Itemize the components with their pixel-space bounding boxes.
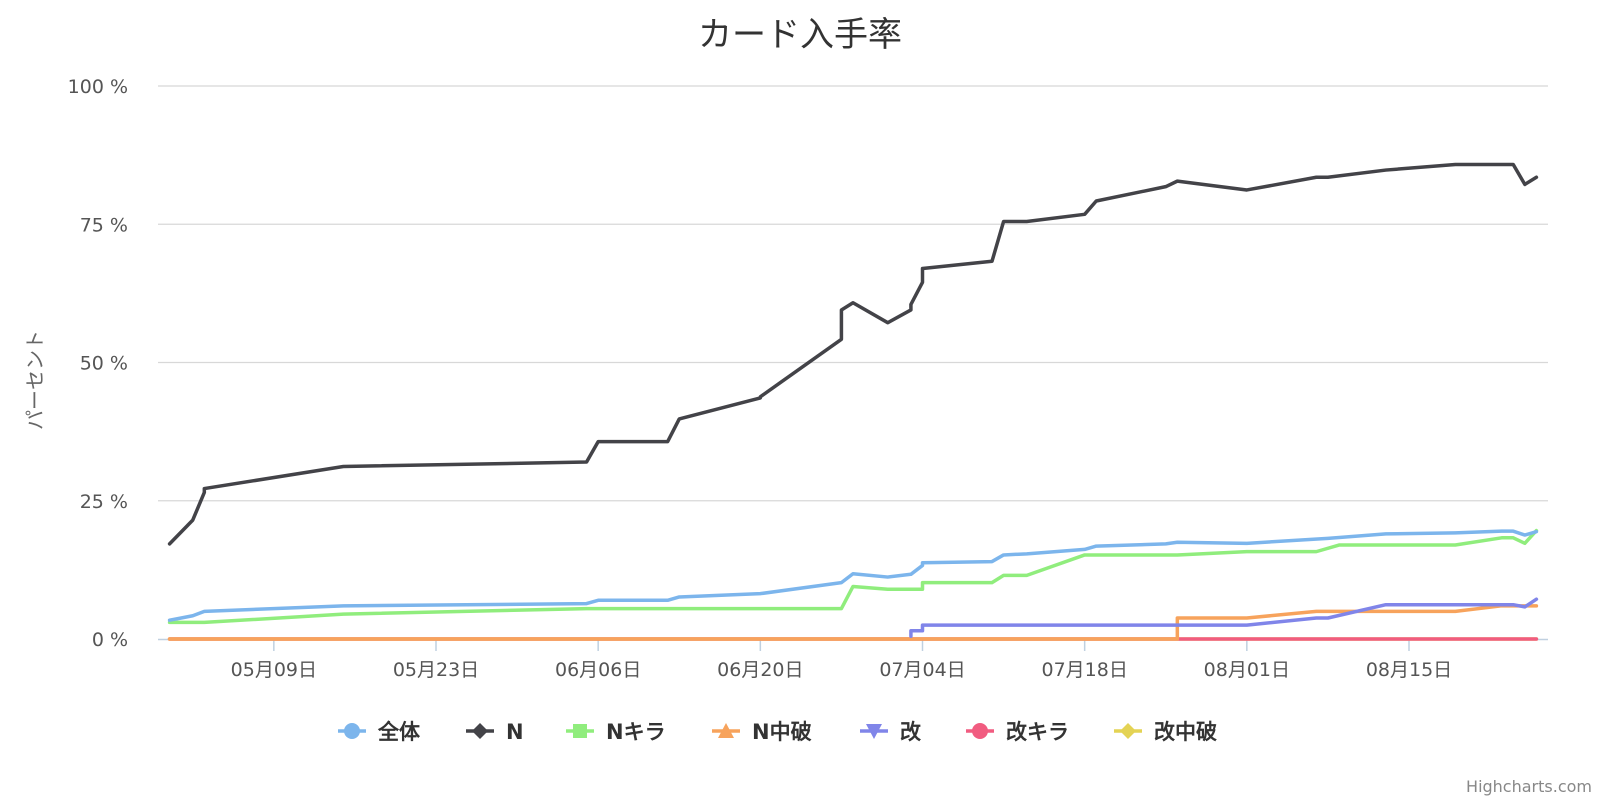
x-tick-label: 06月20日 [717, 659, 803, 681]
y-tick-label: 100 % [68, 76, 128, 98]
legend-label: 改 [900, 720, 922, 744]
series-layer [167, 162, 1539, 641]
legend-item-改[interactable]: 改 [860, 720, 922, 744]
legend-item-Nキラ[interactable]: Nキラ [566, 720, 666, 744]
legend: 全体 N Nキラ N中破 改 改キラ 改中破 [338, 720, 1217, 744]
y-tick-label: 50 % [80, 353, 128, 375]
legend-item-全体[interactable]: 全体 [338, 720, 421, 744]
legend-label: 改キラ [1006, 720, 1069, 744]
x-axis: 05月09日 05月23日 06月06日 06月20日 07月04日 07月18日 08月0… [158, 638, 1548, 681]
series-line-改 [909, 597, 1539, 638]
y-tick-label: 25 % [80, 491, 128, 513]
legend-marker [972, 723, 988, 739]
legend-label: N [506, 720, 524, 744]
chart-title: カード入手率 [698, 15, 902, 55]
legend-label: Nキラ [606, 720, 666, 744]
legend-marker [573, 724, 587, 738]
x-tick-label: 08月15日 [1366, 659, 1452, 681]
legend-marker [866, 724, 882, 739]
y-tick-label: 75 % [80, 214, 128, 236]
legend-marker [472, 723, 488, 739]
grid-lines [158, 85, 1548, 502]
series-line-Nキラ [167, 528, 1539, 625]
x-tick-label: 05月09日 [231, 659, 317, 681]
y-tick-label: 0 % [92, 629, 128, 651]
x-tick-label: 05月23日 [393, 659, 479, 681]
legend-marker [344, 723, 360, 739]
legend-label: N中破 [752, 720, 812, 744]
x-tick-label: 08月01日 [1204, 659, 1290, 681]
legend-label: 改中破 [1154, 720, 1217, 744]
legend-item-N[interactable]: N [466, 720, 524, 744]
series-line-N中破 [167, 604, 1539, 641]
series-line-全体 [167, 529, 1539, 622]
legend-item-改キラ[interactable]: 改キラ [966, 720, 1069, 744]
series-line-N [167, 162, 1539, 546]
legend-item-改中破[interactable]: 改中破 [1114, 720, 1217, 744]
x-tick-label: 07月04日 [879, 659, 965, 681]
x-tick-label: 07月18日 [1041, 659, 1127, 681]
legend-item-N中破[interactable]: N中破 [712, 720, 812, 744]
legend-label: 全体 [377, 720, 421, 744]
credits-link[interactable]: Highcharts.com [1466, 777, 1592, 796]
y-axis-ticks: 0 % 25 % 50 % 75 % 100 % [68, 76, 128, 651]
legend-marker [718, 723, 734, 738]
y-axis-label: パーセント [23, 330, 47, 430]
x-tick-label: 06月06日 [555, 659, 641, 681]
legend-marker [1120, 723, 1136, 739]
